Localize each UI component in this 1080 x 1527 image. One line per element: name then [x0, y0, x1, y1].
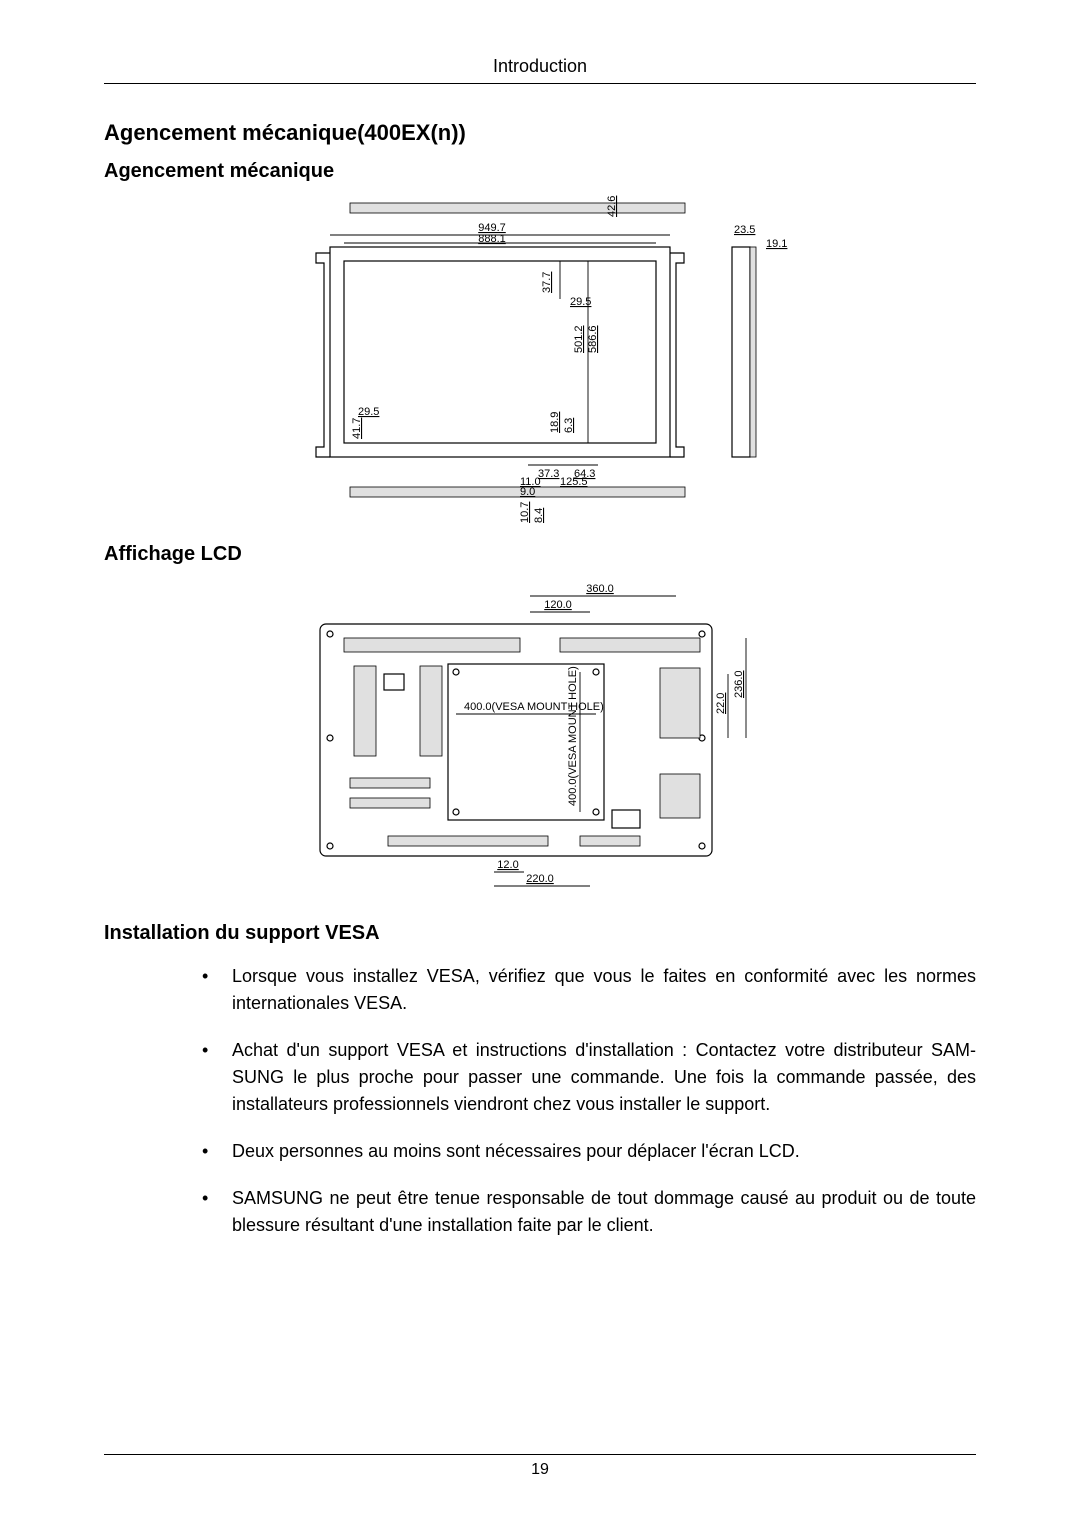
dim-stand-a: 10.7 — [519, 502, 531, 523]
dim-btm-a: 18.9 — [549, 412, 561, 433]
dim-left-b: 41.7 — [351, 418, 363, 439]
dim2-side-h: 236.0 — [733, 670, 745, 698]
dim-left-a: 29.5 — [358, 406, 379, 418]
dim-side-top: 23.5 — [734, 224, 755, 236]
dim2-btm-inset: 12.0 — [497, 859, 518, 871]
dim-w-inner: 888.1 — [478, 233, 506, 245]
dim2-top-inset: 120.0 — [544, 599, 572, 611]
figure-lcd-rear: 360.0 120.0 — [104, 578, 976, 898]
dim-top-a: 37.7 — [541, 272, 553, 293]
dim-top-height: 42.6 — [606, 196, 618, 217]
list-item: SAMSUNG ne peut être tenue responsable d… — [196, 1185, 976, 1239]
list-item: Deux personnes au moins sont nécessaires… — [196, 1138, 976, 1165]
heading-sub3: Installation du support VESA — [104, 922, 976, 945]
dim-gap-c: 125.5 — [560, 476, 588, 488]
list-item: Lorsque vous installez VESA, vérifiez qu… — [196, 963, 976, 1017]
page-number: 19 — [531, 1461, 549, 1478]
dim-gap-b: 9.0 — [520, 486, 535, 498]
dim-h-b: 586.6 — [587, 325, 599, 353]
dim2-top-w: 360.0 — [586, 583, 614, 595]
list-item: Achat d'un support VESA et instructions … — [196, 1037, 976, 1118]
dim-stand-b: 8.4 — [533, 508, 545, 523]
label-vesa-v: 400.0(VESA MOUNT HOLE) — [567, 666, 579, 806]
dim2-btm-w: 220.0 — [526, 873, 554, 885]
dim-btm-b: 6.3 — [563, 418, 575, 433]
heading-main: Agencement mécanique(400EX(n)) — [104, 120, 976, 146]
dim2-side-gap: 22.0 — [715, 693, 727, 714]
heading-sub1: Agencement mécanique — [104, 160, 976, 183]
figure-mechanical-layout: 949.7 888.1 23.5 19.1 37.7 29.5 501.2 58… — [104, 195, 976, 535]
heading-sub2: Affichage LCD — [104, 543, 976, 566]
dim-foot-a: 37.3 — [538, 468, 559, 480]
header-title: Introduction — [104, 56, 976, 84]
label-vesa-h: 400.0(VESA MOUNT HOLE) — [464, 701, 604, 713]
dim-h-a: 501.2 — [573, 325, 585, 353]
vesa-install-list: Lorsque vous installez VESA, vérifiez qu… — [104, 963, 976, 1239]
dim-side-right: 19.1 — [766, 238, 787, 250]
